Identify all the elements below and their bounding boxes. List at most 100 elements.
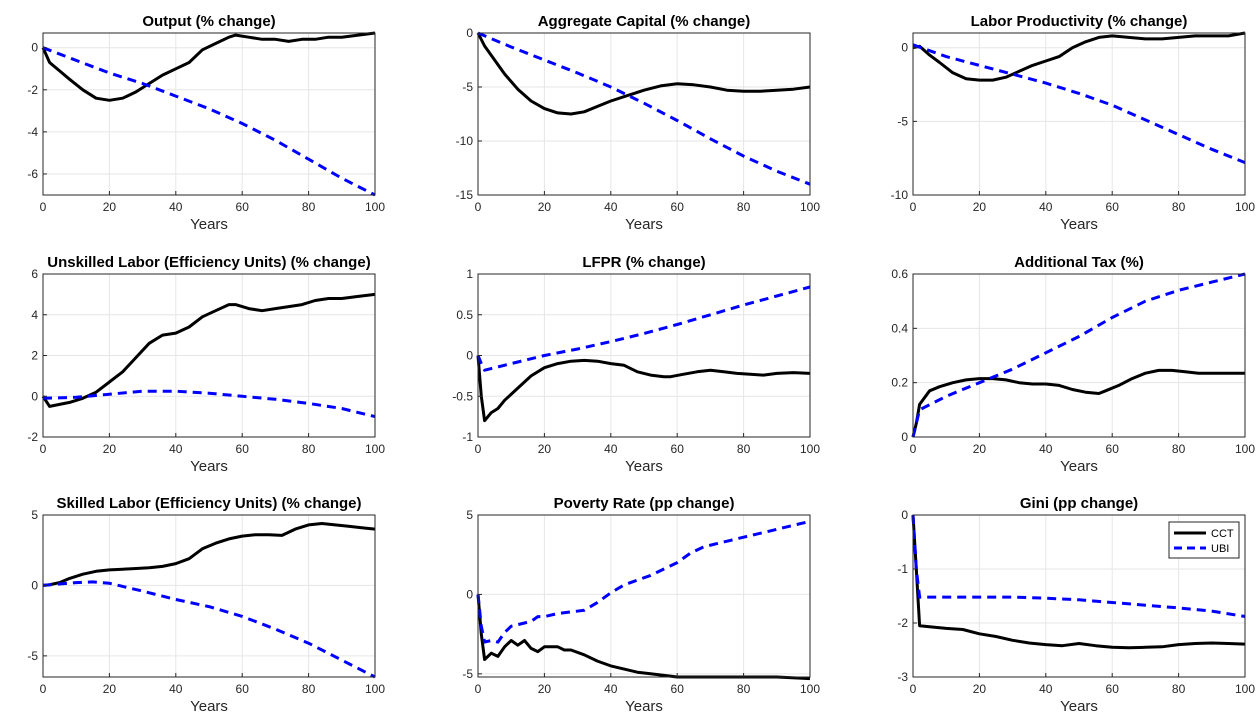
x-tick-label: 80 — [737, 442, 751, 456]
legend: CCT UBI — [1168, 521, 1240, 559]
legend-label-cct: CCT — [1211, 528, 1234, 540]
plot-area — [43, 515, 375, 677]
series-line-ubi — [912, 43, 1246, 164]
y-tick-label: -5 — [27, 649, 38, 663]
x-tick-label: 20 — [103, 682, 117, 696]
panel-title: Gini (pp change) — [1020, 495, 1138, 512]
x-tick-label: 100 — [365, 442, 385, 456]
x-tick-label: 0 — [475, 442, 482, 456]
y-tick-label: -10 — [891, 188, 909, 202]
axes-box — [912, 273, 1246, 438]
x-tick-label: 80 — [302, 682, 316, 696]
series-line-cct — [911, 514, 1246, 650]
x-tick-label: 80 — [302, 200, 316, 214]
legend-box — [1168, 521, 1240, 559]
x-tick-label: 80 — [302, 442, 316, 456]
y-tick-label: 1 — [466, 267, 473, 281]
panel-title: Aggregate Capital (% change) — [538, 13, 751, 30]
axes-box — [912, 32, 1246, 196]
x-tick-label: 80 — [1172, 682, 1186, 696]
x-tick-label: 40 — [1039, 200, 1053, 214]
x-tick-label: 0 — [40, 682, 47, 696]
x-tick-label: 80 — [1172, 200, 1186, 214]
y-tick-label: 4 — [31, 308, 38, 322]
x-tick-label: 20 — [538, 200, 552, 214]
x-axis-label: Years — [190, 216, 228, 233]
x-axis-label: Years — [1060, 216, 1098, 233]
series-line-cct — [476, 355, 811, 423]
y-tick-label: 0.4 — [891, 321, 908, 335]
x-tick-label: 20 — [538, 442, 552, 456]
x-tick-label: 60 — [671, 682, 685, 696]
x-tick-label: 0 — [910, 200, 917, 214]
y-tick-label: 2 — [31, 349, 38, 363]
x-axis-label: Years — [625, 698, 663, 715]
x-tick-label: 40 — [604, 200, 618, 214]
legend-label-ubi: UBI — [1211, 543, 1229, 555]
panel-title: Additional Tax (%) — [1014, 254, 1144, 271]
y-tick-label: 0 — [31, 41, 38, 55]
y-tick-label: -2 — [27, 430, 38, 444]
y-tick-label: -15 — [456, 188, 474, 202]
axes-box — [477, 32, 811, 196]
x-tick-label: 40 — [604, 682, 618, 696]
x-tick-label: 100 — [800, 200, 820, 214]
y-tick-label: 5 — [466, 508, 473, 522]
plot-area — [913, 33, 1245, 195]
x-tick-label: 100 — [1235, 682, 1255, 696]
x-tick-label: 40 — [169, 442, 183, 456]
y-tick-label: 0 — [466, 349, 473, 363]
panel-title: LFPR (% change) — [582, 254, 705, 271]
series-line-ubi — [42, 389, 376, 419]
x-tick-label: 60 — [671, 442, 685, 456]
panel-9: 0 20 40 60 80 100 -3 -2 -1 0 Gini (pp change) Years… — [897, 495, 1255, 715]
y-tick-label: 0.5 — [456, 308, 473, 322]
y-tick-label: -1 — [897, 562, 908, 576]
y-tick-label: 0 — [901, 430, 908, 444]
series-line-ubi — [911, 272, 1246, 438]
y-tick-label: 0 — [901, 508, 908, 522]
panel-title: Labor Productivity (% change) — [971, 13, 1188, 30]
x-axis-label: Years — [625, 458, 663, 475]
y-tick-label: -1 — [462, 430, 473, 444]
y-tick-label: -4 — [27, 125, 38, 139]
panel-3: 0 20 40 60 80 100 -10 -5 0 Labor Productivity (% … — [891, 13, 1256, 233]
panel-2: 0 20 40 60 80 100 -15 -10 -5 0 Aggregate Capital (… — [456, 13, 821, 233]
series-line-ubi — [477, 31, 811, 186]
series-line-ubi — [476, 285, 811, 372]
series-line-cct — [476, 32, 811, 116]
series-line-cct — [912, 31, 1246, 82]
x-tick-label: 100 — [365, 200, 385, 214]
x-tick-label: 100 — [800, 682, 820, 696]
y-tick-label: -5 — [897, 114, 908, 128]
x-tick-label: 60 — [236, 442, 250, 456]
x-tick-label: 0 — [475, 682, 482, 696]
panel-title: Skilled Labor (Efficiency Units) (% chan… — [56, 495, 361, 512]
x-axis-label: Years — [1060, 698, 1098, 715]
axes-box — [912, 514, 1246, 678]
y-tick-label: -10 — [456, 134, 474, 148]
panel-7: 0 20 40 60 80 100 -5 0 5 Skilled Labor (Efficienc… — [27, 495, 385, 715]
series-line-ubi — [476, 519, 811, 644]
x-tick-label: 60 — [671, 200, 685, 214]
x-tick-label: 100 — [365, 682, 385, 696]
x-axis-label: Years — [1060, 458, 1098, 475]
y-tick-label: 0 — [466, 587, 473, 601]
x-tick-label: 80 — [737, 682, 751, 696]
x-tick-label: 60 — [1106, 200, 1120, 214]
x-tick-label: 80 — [1172, 442, 1186, 456]
panel-5: 0 20 40 60 80 100 -1 -0.5 0 0.5 1 LFPR (% change) Ye… — [452, 254, 820, 475]
plot-area — [478, 515, 810, 677]
x-tick-label: 0 — [40, 442, 47, 456]
x-tick-label: 60 — [1106, 442, 1120, 456]
axes-box — [42, 514, 376, 678]
x-tick-label: 0 — [40, 200, 47, 214]
axes-box — [477, 514, 811, 678]
plot-area — [478, 33, 810, 195]
x-tick-label: 100 — [800, 442, 820, 456]
series-line-cct — [42, 522, 376, 587]
x-tick-label: 80 — [737, 200, 751, 214]
series-line-ubi — [42, 580, 376, 679]
x-axis-label: Years — [190, 458, 228, 475]
